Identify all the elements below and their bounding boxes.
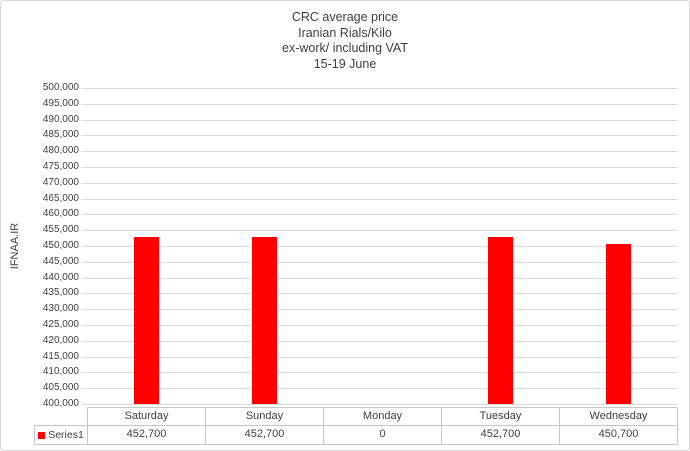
table-header-cell: Tuesday <box>442 408 560 425</box>
y-tick-label: 490,000 <box>42 113 79 125</box>
y-tick-label: 500,000 <box>42 82 79 93</box>
table-value-cell: 452,700 <box>88 426 206 444</box>
bar-tuesday[interactable] <box>487 237 513 404</box>
gridline <box>87 309 677 311</box>
data-table-header-row: Saturday Sunday Monday Tuesday Wednesday <box>87 407 678 425</box>
gridline <box>87 230 677 232</box>
y-axis-tick-mark <box>82 261 87 263</box>
y-tick-label: 465,000 <box>42 192 79 204</box>
y-axis-tick-mark <box>82 388 87 390</box>
y-axis-tick-mark <box>82 198 87 200</box>
gridline <box>87 372 677 374</box>
y-axis-tick-mark <box>82 340 87 342</box>
table-header-cell: Wednesday <box>589 410 648 422</box>
y-tick-label: 480,000 <box>42 145 79 157</box>
y-tick-label: 435,000 <box>42 287 79 299</box>
y-tick-label: 430,000 <box>42 303 79 315</box>
y-tick-label: 415,000 <box>42 350 79 362</box>
gridline <box>87 293 677 295</box>
table-value-cell: 452,700 <box>206 426 324 444</box>
table-value-cell: 450,700 <box>598 428 639 440</box>
legend-key-icon <box>38 431 46 439</box>
legend-cell: Series1 <box>35 426 88 444</box>
y-axis-tick-mark <box>82 214 87 216</box>
gridline <box>87 182 677 184</box>
y-tick-label: 440,000 <box>42 271 79 283</box>
legend-series-label: Series1 <box>48 429 84 441</box>
gridline <box>87 388 677 390</box>
table-value-cell: 452,700 <box>442 426 560 444</box>
gridline <box>87 356 677 358</box>
y-axis-tick-mark <box>82 167 87 168</box>
gridline <box>87 325 677 326</box>
y-tick-label: 405,000 <box>42 382 79 394</box>
bar-sunday[interactable] <box>251 237 277 404</box>
gridline <box>87 119 677 121</box>
table-header-cell: Monday <box>324 408 442 425</box>
gridline <box>87 103 677 105</box>
gridline <box>87 277 677 279</box>
y-tick-label: 420,000 <box>42 334 79 346</box>
gridline <box>87 261 677 263</box>
y-axis-tick-mark <box>82 246 87 247</box>
chart-title-line: 15-19 June <box>313 56 377 71</box>
gridline <box>87 214 677 216</box>
gridline <box>87 246 677 247</box>
gridline <box>87 198 677 200</box>
y-tick-label: 485,000 <box>42 129 79 141</box>
gridline <box>87 340 677 342</box>
y-tick-label: 460,000 <box>42 208 79 220</box>
y-axis-tick-mark <box>82 277 87 279</box>
chart-title: CRC average price Iranian Rials/Kilo ex-wo… <box>1 10 689 72</box>
y-tick-label: 400,000 <box>42 398 79 409</box>
table-value-cell: 0 <box>324 426 442 444</box>
y-axis-tick-mark <box>82 309 87 311</box>
data-table-value-row: Series1 452,700 452,700 0 452,700 450,700 <box>34 425 678 445</box>
y-axis-tick-mark <box>82 135 87 137</box>
y-axis-tick-mark <box>82 325 87 326</box>
bar-saturday[interactable] <box>133 237 159 404</box>
y-axis-tick-mark <box>82 182 87 184</box>
y-axis-tick-mark <box>82 88 87 89</box>
gridline <box>87 151 677 153</box>
table-header-cell: Saturday <box>88 408 206 425</box>
y-axis-tick-mark <box>82 119 87 121</box>
y-tick-label: 445,000 <box>42 255 79 267</box>
y-tick-label: 410,000 <box>42 366 79 378</box>
chart-title-line: CRC average price <box>291 10 399 24</box>
y-axis-tick-mark <box>82 103 87 105</box>
y-axis-tick-mark <box>82 151 87 153</box>
y-tick-label: 455,000 <box>42 224 79 236</box>
gridline <box>87 404 677 405</box>
y-tick-label: 475,000 <box>42 161 79 172</box>
gridline <box>87 135 677 137</box>
table-header-cell: Sunday <box>206 408 324 425</box>
chart-title-line: ex-work/ including VAT <box>282 41 408 55</box>
y-tick-label: 425,000 <box>42 319 79 330</box>
y-tick-label: 495,000 <box>42 97 79 109</box>
y-tick-label: 450,000 <box>42 240 79 251</box>
y-axis-tick-mark <box>82 372 87 374</box>
y-axis-tick-mark <box>82 356 87 358</box>
y-axis-tick-mark <box>82 293 87 295</box>
plot-area <box>87 88 677 405</box>
gridline <box>87 167 677 168</box>
y-axis-tick-mark <box>82 230 87 232</box>
bar-wednesday[interactable] <box>605 243 631 404</box>
y-tick-label: 470,000 <box>42 176 79 188</box>
chart-title-line: Iranian Rials/Kilo <box>298 25 392 40</box>
y-axis-tick-mark <box>82 404 87 405</box>
gridline <box>87 88 677 89</box>
